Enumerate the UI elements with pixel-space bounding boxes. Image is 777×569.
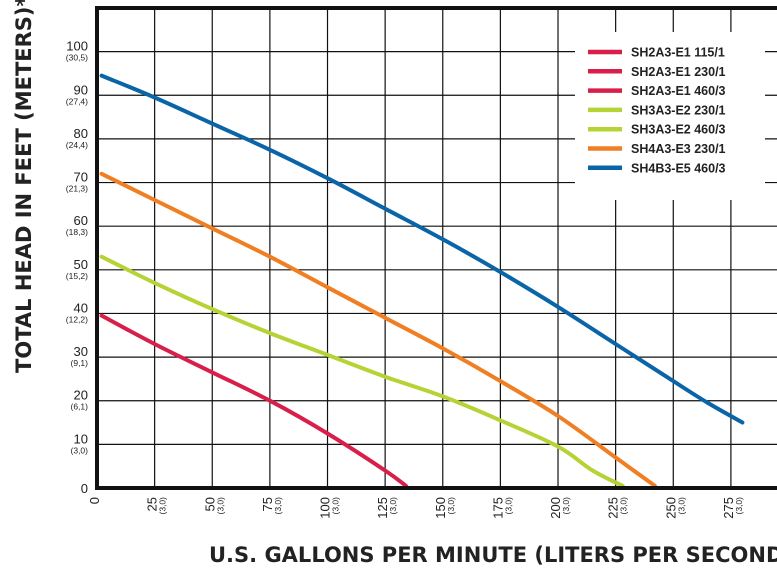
- x-tick-sublabel: (3,0): [676, 497, 686, 515]
- x-tick-label: 275: [721, 497, 736, 519]
- x-tick-sublabel: (3,0): [619, 497, 629, 515]
- x-tick-sublabel: (3,0): [388, 497, 398, 515]
- series-line-2: [99, 171, 657, 488]
- y-tick-sublabel: (3,0): [71, 445, 89, 455]
- x-tick-label: 175: [490, 497, 505, 519]
- y-tick-sublabel: (6,1): [71, 402, 89, 412]
- y-tick-label: 30: [74, 344, 88, 359]
- y-axis-title: TOTAL HEAD IN FEET (METERS)*: [12, 0, 36, 373]
- series-line-3: [99, 73, 745, 425]
- x-axis-title: U.S. GALLONS PER MINUTE (LITERS PER SECO…: [209, 543, 777, 567]
- legend-background: [575, 32, 765, 200]
- series-line-0: [99, 313, 408, 488]
- x-tick-sublabel: (3,0): [273, 497, 283, 515]
- x-tick-labels: 0 25(3,0) 50(3,0) 75(3,0) 100(3,0) 125(3,0) 15…: [87, 497, 744, 519]
- y-tick-sublabel: (18,3): [66, 227, 88, 237]
- y-tick-label: 50: [74, 257, 88, 272]
- y-tick-label: 100: [66, 39, 88, 54]
- legend-label: SH4A3-E3 230/1: [631, 142, 726, 156]
- y-tick-labels: 0 10(3,0) 20(6,1) 30(9,1) 40(12,2) 50(15,2) 60…: [66, 39, 88, 496]
- y-tick-sublabel: (15,2): [66, 271, 88, 281]
- y-tick-label: 10: [74, 431, 88, 446]
- y-tick-sublabel: (12,2): [66, 314, 88, 324]
- y-tick-label: 0: [81, 481, 88, 496]
- series-line-1: [99, 254, 625, 488]
- y-tick-sublabel: (9,1): [71, 358, 89, 368]
- x-tick-label: 150: [433, 497, 448, 519]
- y-tick-sublabel: (24,4): [66, 140, 88, 150]
- x-tick-label: 125: [375, 497, 390, 519]
- x-tick-label: 250: [663, 497, 678, 519]
- legend-label: SH4B3-E5 460/3: [631, 161, 726, 175]
- x-tick-sublabel: (3,0): [503, 497, 513, 515]
- y-tick-sublabel: (30,5): [66, 53, 88, 63]
- legend-label: SH2A3-E1 115/1: [631, 46, 725, 60]
- x-tick-label: 0: [87, 497, 102, 504]
- x-tick-sublabel: (3,0): [215, 497, 225, 515]
- legend-label: SH3A3-E2 460/3: [631, 123, 726, 137]
- y-tick-sublabel: (21,3): [66, 184, 88, 194]
- legend-label: SH3A3-E2 230/1: [631, 103, 726, 117]
- y-tick-label: 20: [74, 388, 88, 403]
- y-tick-sublabel: (27,4): [66, 96, 88, 106]
- x-tick-sublabel: (3,0): [561, 497, 571, 515]
- legend-label: SH2A3-E1 230/1: [631, 65, 726, 79]
- series-lines: [99, 73, 745, 488]
- x-tick-sublabel: (3,0): [158, 497, 168, 515]
- x-tick-sublabel: (3,0): [734, 497, 744, 515]
- y-tick-label: 90: [74, 82, 88, 97]
- y-tick-label: 40: [74, 300, 88, 315]
- x-tick-label: 25: [145, 497, 160, 511]
- plot-frame: [95, 6, 777, 490]
- x-tick-label: 200: [548, 497, 563, 519]
- y-tick-label: 70: [74, 170, 88, 185]
- x-tick-label: 225: [606, 497, 621, 519]
- x-tick-label: 50: [202, 497, 217, 511]
- legend: SH2A3-E1 115/1 SH2A3-E1 230/1 SH2A3-E1 460…: [575, 32, 765, 200]
- x-tick-label: 75: [260, 497, 275, 511]
- x-tick-sublabel: (3,0): [446, 497, 456, 515]
- legend-label: SH2A3-E1 460/3: [631, 84, 726, 98]
- y-tick-label: 80: [74, 126, 88, 141]
- x-tick-label: 100: [318, 497, 333, 519]
- x-tick-sublabel: (3,0): [331, 497, 341, 515]
- y-tick-label: 60: [74, 213, 88, 228]
